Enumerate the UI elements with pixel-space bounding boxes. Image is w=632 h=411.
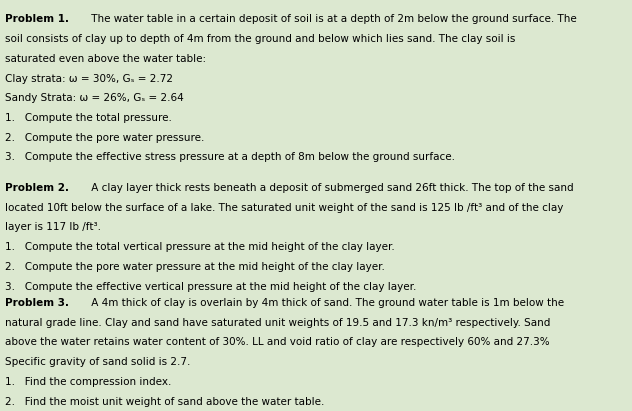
Text: above the water retains water content of 30%. LL and void ratio of clay are resp: above the water retains water content of…: [5, 337, 550, 347]
Text: 2.   Compute the pore water pressure.: 2. Compute the pore water pressure.: [5, 133, 204, 143]
Text: Problem 3.: Problem 3.: [5, 298, 69, 308]
Text: A 4m thick of clay is overlain by 4m thick of sand. The ground water table is 1m: A 4m thick of clay is overlain by 4m thi…: [88, 298, 564, 308]
Text: 1.   Compute the total vertical pressure at the mid height of the clay layer.: 1. Compute the total vertical pressure a…: [5, 242, 395, 252]
Text: 3.   Compute the effective vertical pressure at the mid height of the clay layer: 3. Compute the effective vertical pressu…: [5, 282, 416, 291]
Text: layer is 117 lb /ft³.: layer is 117 lb /ft³.: [5, 222, 101, 232]
Text: located 10ft below the surface of a lake. The saturated unit weight of the sand : located 10ft below the surface of a lake…: [5, 203, 564, 212]
Text: A clay layer thick rests beneath a deposit of submerged sand 26ft thick. The top: A clay layer thick rests beneath a depos…: [88, 183, 573, 193]
Text: Clay strata: ω = 30%, Gₛ = 2.72: Clay strata: ω = 30%, Gₛ = 2.72: [5, 74, 173, 83]
Text: soil consists of clay up to depth of 4m from the ground and below which lies san: soil consists of clay up to depth of 4m …: [5, 34, 516, 44]
Text: 1.   Compute the total pressure.: 1. Compute the total pressure.: [5, 113, 172, 123]
Text: Sandy Strata: ω = 26%, Gₛ = 2.64: Sandy Strata: ω = 26%, Gₛ = 2.64: [5, 93, 184, 103]
Text: Problem 2.: Problem 2.: [5, 183, 69, 193]
Text: saturated even above the water table:: saturated even above the water table:: [5, 54, 206, 64]
Text: 3.   Compute the effective stress pressure at a depth of 8m below the ground sur: 3. Compute the effective stress pressure…: [5, 152, 455, 162]
Text: 2.   Find the moist unit weight of sand above the water table.: 2. Find the moist unit weight of sand ab…: [5, 397, 324, 406]
Text: Specific gravity of sand solid is 2.7.: Specific gravity of sand solid is 2.7.: [5, 357, 190, 367]
Text: natural grade line. Clay and sand have saturated unit weights of 19.5 and 17.3 k: natural grade line. Clay and sand have s…: [5, 318, 550, 328]
Text: Problem 1.: Problem 1.: [5, 14, 69, 24]
Text: The water table in a certain deposit of soil is at a depth of 2m below the groun: The water table in a certain deposit of …: [88, 14, 576, 24]
Text: 2.   Compute the pore water pressure at the mid height of the clay layer.: 2. Compute the pore water pressure at th…: [5, 262, 385, 272]
Text: 1.   Find the compression index.: 1. Find the compression index.: [5, 377, 171, 387]
